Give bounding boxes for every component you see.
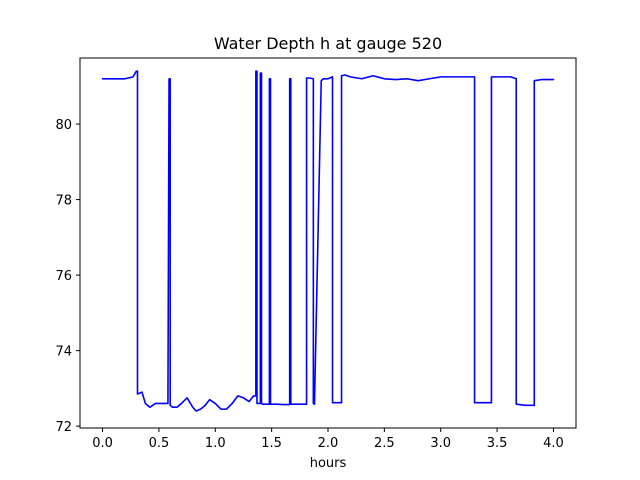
chart-title: Water Depth h at gauge 520	[214, 34, 442, 53]
x-tick-label: 0.0	[92, 436, 113, 451]
series-line-0	[101, 70, 555, 412]
axes-frame	[79, 57, 577, 429]
plot-area	[101, 70, 555, 412]
y-axis-ticks: 72 74 76 78 80	[55, 118, 80, 435]
x-tick-label: 1.0	[205, 436, 226, 451]
x-tick-label: 1.5	[261, 436, 282, 451]
x-axis-title: hours	[310, 456, 347, 471]
x-axis-ticks: 0.0 0.5 1.0 1.5 2.0 2.5 3.0 3.5 4.0	[92, 428, 564, 451]
x-tick-label: 3.5	[487, 436, 508, 451]
y-tick-label: 72	[55, 420, 72, 435]
x-tick-label: 3.0	[430, 436, 451, 451]
y-tick-label: 80	[55, 118, 72, 133]
x-tick-label: 2.0	[318, 436, 339, 451]
x-tick-label: 2.5	[374, 436, 395, 451]
y-tick-label: 78	[55, 194, 72, 209]
x-tick-label: 0.5	[149, 436, 170, 451]
y-tick-label: 74	[55, 345, 72, 360]
y-tick-label: 76	[55, 269, 72, 284]
x-tick-label: 4.0	[543, 436, 564, 451]
